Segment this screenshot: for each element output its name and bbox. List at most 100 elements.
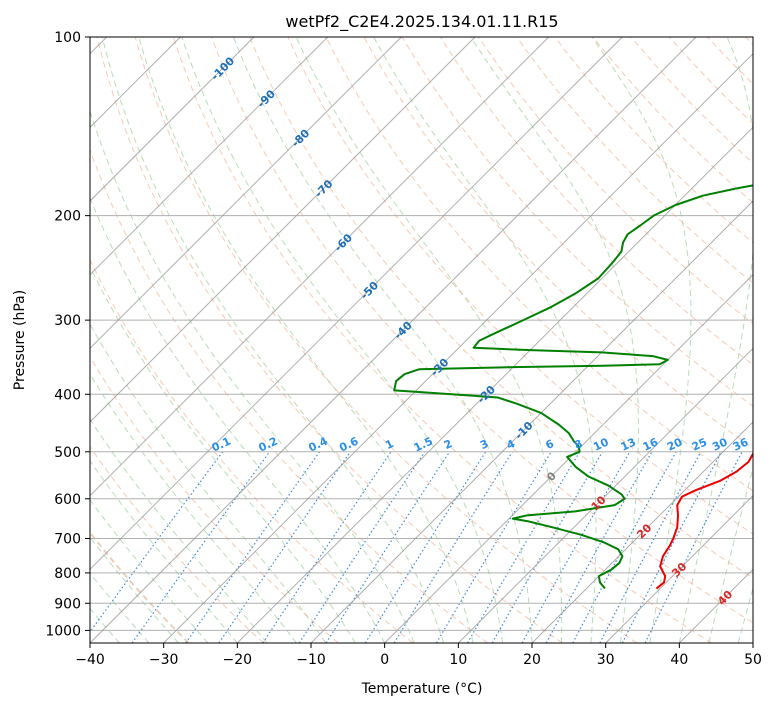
isotherm <box>531 421 753 643</box>
mixing-ratio-line <box>572 451 677 643</box>
dry-adiabat <box>90 355 339 643</box>
dry-adiabat <box>90 258 414 643</box>
chart-title: wetPf2_C2E4.2025.134.01.11.R15 <box>285 12 558 32</box>
mixing-ratio-line <box>435 451 552 643</box>
isotherm <box>90 37 329 276</box>
x-tick-label: 30 <box>597 652 615 668</box>
mixing-ratio-label: 13 <box>619 436 638 454</box>
isotherm <box>310 200 753 643</box>
moist-adiabat <box>678 37 753 643</box>
moist-adiabat <box>591 37 692 643</box>
y-tick-label: 200 <box>54 209 81 225</box>
y-tick-label: 1000 <box>45 623 81 639</box>
moist-adiabat <box>90 196 386 643</box>
mixing-ratio-line <box>325 451 451 643</box>
mixing-ratio-label: 20 <box>665 435 685 453</box>
isotherm <box>90 37 550 497</box>
plot-frame <box>89 36 754 644</box>
y-axis: 100 200 300 400 500 600 700 800 900 1000 <box>45 30 90 639</box>
mixing-ratio-line <box>185 451 321 643</box>
x-tick-label: 10 <box>449 652 467 668</box>
isotherm <box>90 37 697 643</box>
y-tick-label: 900 <box>54 596 81 612</box>
moist-adiabat <box>90 536 179 643</box>
moist-adiabat <box>138 37 474 643</box>
mixing-ratio-label: 36 <box>731 435 751 453</box>
isotherm <box>90 37 402 350</box>
mixing-ratio-line <box>218 451 351 643</box>
x-tick-label: 0 <box>380 652 389 668</box>
isotherm <box>90 37 623 571</box>
isotherm <box>384 273 753 643</box>
dry-adiabats <box>90 37 753 643</box>
moist-adiabat <box>90 322 327 643</box>
x-tick-label: 50 <box>744 652 762 668</box>
isotherms <box>90 37 753 643</box>
isotherm <box>236 126 753 643</box>
mixing-ratio-label: 16 <box>641 435 661 453</box>
isotherm <box>90 37 476 423</box>
moist-adiabat <box>181 37 504 643</box>
moist-adiabat <box>90 373 297 643</box>
mixing-ratio-line <box>644 451 743 643</box>
moist-adiabat <box>90 265 356 643</box>
dry-adiabat <box>211 37 753 624</box>
dry-adiabat <box>172 37 712 643</box>
moist-adiabat <box>232 37 533 643</box>
dry-adiabat <box>287 37 753 535</box>
moist-adiabat <box>90 499 209 643</box>
mixing-ratio-line <box>90 451 224 633</box>
dry-adiabat <box>134 37 638 643</box>
isotherm <box>605 494 753 643</box>
y-tick-label: 700 <box>54 532 81 548</box>
mixing-ratio-line <box>545 451 653 643</box>
temperature-line <box>655 451 753 590</box>
moist-adiabat <box>101 37 445 643</box>
mixing-ratio-line <box>131 451 271 643</box>
y-tick-label: 100 <box>54 30 81 46</box>
y-tick-label: 800 <box>54 566 81 582</box>
x-axis-label: Temperature (°C) <box>361 681 483 697</box>
isotherm <box>457 347 753 643</box>
dry-adiabat <box>90 445 264 643</box>
mixing-ratio-line <box>262 451 392 643</box>
x-tick-label: 20 <box>523 652 541 668</box>
pressure-gridlines <box>90 37 753 631</box>
x-tick-label: −20 <box>223 652 253 668</box>
moist-adiabat <box>737 586 753 643</box>
isotherm <box>163 52 753 643</box>
y-tick-label: 600 <box>54 492 81 508</box>
x-tick-label: −30 <box>149 652 179 668</box>
dry-adiabat <box>516 37 753 284</box>
moist-adiabat <box>90 109 415 643</box>
dry-adiabat <box>249 37 753 579</box>
mixing-ratio-line <box>599 451 702 643</box>
plot-area <box>90 37 753 643</box>
mixing-ratio-line <box>298 451 426 643</box>
mixing-ratio-line <box>364 451 487 643</box>
x-tick-label: −40 <box>75 652 105 668</box>
moist-adiabats <box>90 37 753 643</box>
mixing-ratio-label: 30 <box>710 435 730 453</box>
y-tick-label: 300 <box>54 313 81 329</box>
moist-adiabat <box>708 466 753 643</box>
moist-adiabat <box>90 460 238 643</box>
moist-adiabat <box>373 37 597 643</box>
y-axis-label: Pressure (hPa) <box>12 290 28 390</box>
x-tick-label: −10 <box>296 652 326 668</box>
mixing-ratio-lines <box>90 451 743 643</box>
moist-adiabat <box>90 418 268 643</box>
x-tick-label: 40 <box>670 652 688 668</box>
x-axis: −40 −30 −20 −10 0 10 20 30 40 50 <box>75 643 762 668</box>
sounding-lines <box>393 184 753 590</box>
mixing-ratio-line <box>521 451 631 643</box>
mixing-ratio-label: 10 <box>591 435 611 453</box>
moist-adiabat <box>470 37 639 643</box>
dry-adiabat <box>325 37 753 492</box>
dry-adiabat <box>96 37 563 643</box>
y-tick-label: 400 <box>54 387 81 403</box>
moist-adiabat <box>295 37 563 643</box>
isotherm <box>90 37 255 202</box>
mixing-ratio-label: 25 <box>690 436 709 454</box>
